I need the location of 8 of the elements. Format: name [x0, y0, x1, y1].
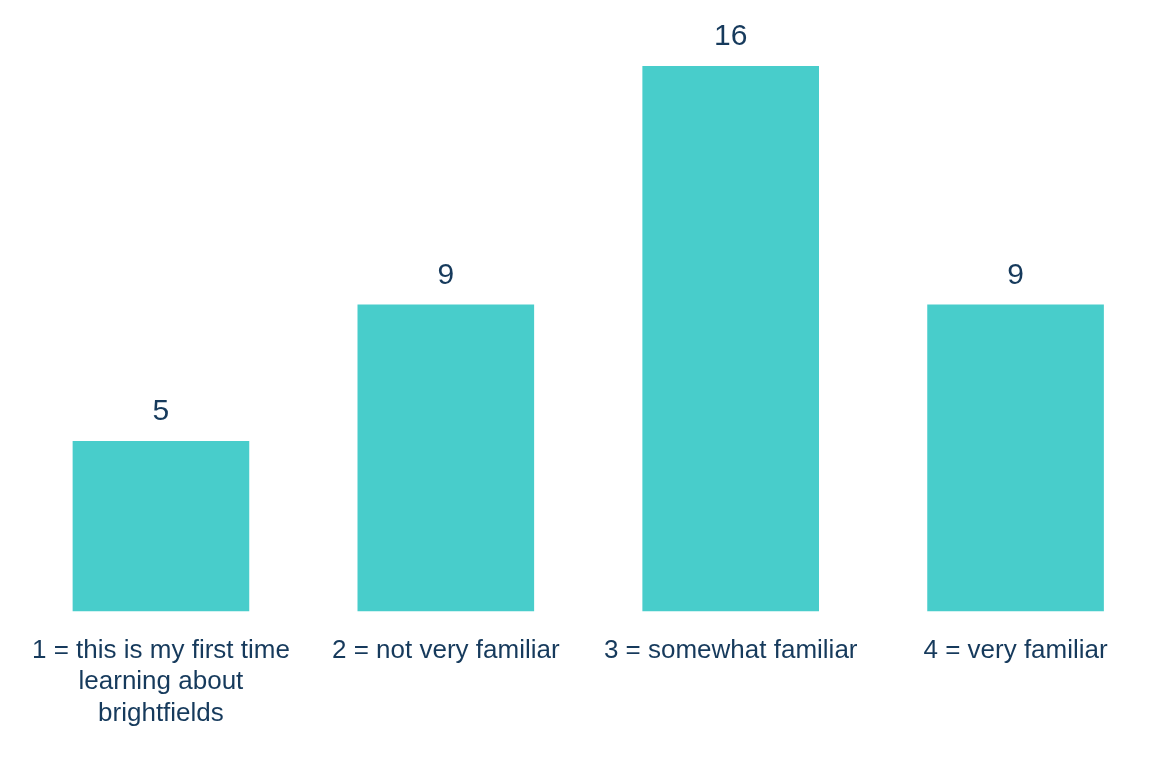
x-tick-label: 3 = somewhat familiar — [603, 634, 858, 665]
data-label: 5 — [152, 393, 170, 427]
data-label: 9 — [1007, 256, 1024, 290]
x-tick-label: 4 = very familiar — [923, 634, 1109, 665]
x-tick-label: 2 = not very familiar — [332, 634, 560, 665]
data-label: 16 — [714, 18, 748, 52]
x-tick-label: 1 = this is my first time learning about brightfields — [31, 634, 290, 727]
data-label: 9 — [437, 256, 455, 290]
